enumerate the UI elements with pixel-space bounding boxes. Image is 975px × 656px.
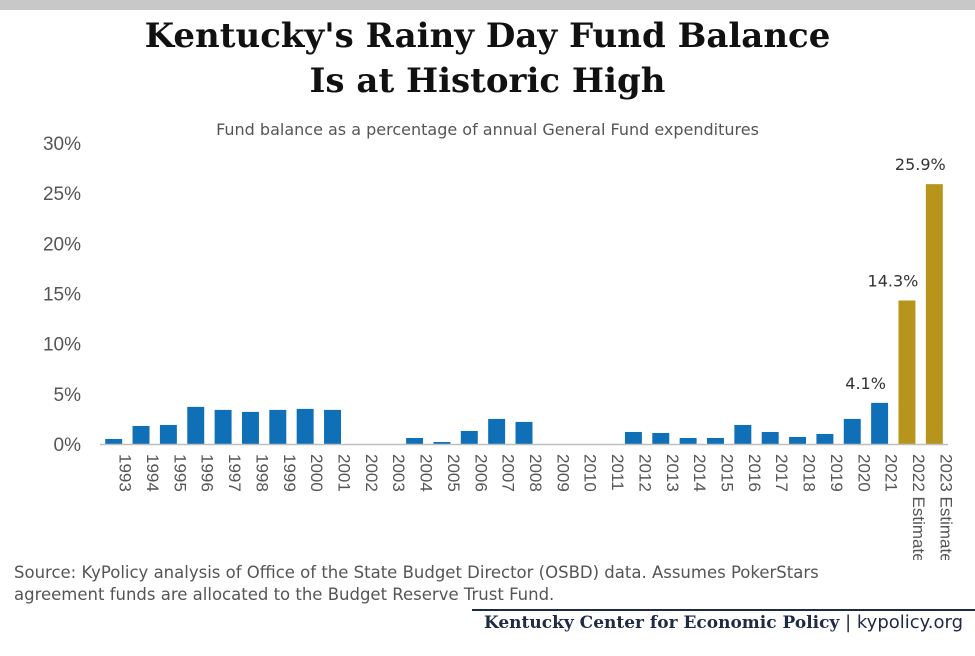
- bar-1998: [241, 411, 259, 444]
- y-tick-label: 20%: [43, 234, 81, 255]
- x-tick-label: 2001: [335, 454, 354, 492]
- x-tick-label: 2002: [362, 454, 381, 492]
- bar-1996: [187, 406, 205, 444]
- x-tick-label: 1993: [116, 454, 135, 492]
- x-tick-label: 2011: [608, 454, 627, 491]
- bar-1997: [214, 409, 232, 444]
- bar-1993: [105, 438, 123, 444]
- x-tick-label: 2010: [581, 454, 600, 492]
- bar-2023-estimate: [925, 184, 943, 445]
- bar-1999: [269, 409, 287, 444]
- x-tick-label: 2009: [553, 454, 572, 492]
- bar-2017: [761, 431, 779, 444]
- bar-1995: [159, 424, 177, 444]
- y-axis: 0% 5% 10% 15% 20% 25% 30%: [43, 134, 81, 456]
- x-tick-label: 1999: [280, 454, 299, 492]
- x-tick-label: 2012: [635, 454, 654, 492]
- x-tick-label: 2003: [389, 454, 408, 492]
- footer-site[interactable]: kypolicy.org: [856, 612, 963, 633]
- x-axis-labels: 1993 1994 1995 1996 1997 1998 1999 2000 2001 2002…: [116, 454, 956, 560]
- bar-2022-estimate: [898, 300, 916, 444]
- x-tick-label: 2004: [417, 454, 436, 492]
- x-tick-label: 1998: [252, 454, 271, 492]
- bar-2014: [679, 437, 697, 444]
- y-tick-label: 5%: [54, 385, 82, 406]
- x-tick-label: 2022 Estimate: [909, 454, 928, 560]
- bar-2005: [433, 441, 451, 444]
- bar-2004: [406, 437, 424, 444]
- x-tick-label: 2017: [772, 454, 791, 492]
- x-tick-label: 2015: [717, 454, 736, 492]
- bar-2001: [324, 409, 341, 444]
- data-label: 25.9%: [895, 155, 946, 174]
- bar-2006: [460, 430, 478, 444]
- data-label: 14.3%: [868, 272, 919, 291]
- y-tick-label: 10%: [43, 335, 81, 356]
- y-tick-label: 15%: [43, 285, 81, 306]
- x-tick-label: 2020: [854, 454, 873, 492]
- source-note: Source: KyPolicy analysis of Office of t…: [14, 563, 819, 604]
- x-tick-label: 2021: [882, 454, 901, 492]
- chart-title: Kentucky's Rainy Day Fund Balance Is at …: [0, 14, 975, 104]
- bar-2008: [515, 421, 533, 444]
- chart-subtitle: Fund balance as a percentage of annual G…: [216, 120, 759, 139]
- x-tick-label: 2016: [745, 454, 764, 492]
- top-bar: [0, 0, 975, 10]
- x-tick-label: 2005: [444, 454, 463, 492]
- bar-2013: [652, 432, 670, 444]
- bar-2016: [734, 424, 752, 444]
- x-tick-label: 2008: [526, 454, 545, 492]
- x-tick-label: 2014: [690, 454, 709, 492]
- y-tick-label: 25%: [43, 184, 81, 205]
- bar-2020: [843, 418, 861, 444]
- bar-2012: [624, 431, 642, 444]
- data-label: 4.1%: [845, 374, 886, 393]
- x-tick-label: 1994: [143, 454, 162, 492]
- x-tick-label: 2007: [499, 454, 518, 492]
- bar-2018: [789, 436, 807, 444]
- x-tick-label: 2000: [307, 454, 326, 492]
- bar-2019: [816, 433, 834, 444]
- footer-rule: [472, 609, 975, 611]
- x-tick-label: 1995: [170, 454, 189, 492]
- x-tick-label: 2006: [471, 454, 490, 492]
- title-line-2: Is at Historic High: [309, 61, 666, 101]
- footer-separator: |: [845, 612, 852, 633]
- y-tick-label: 0%: [54, 435, 82, 456]
- title-line-1: Kentucky's Rainy Day Fund Balance: [144, 16, 831, 56]
- bars: [105, 184, 943, 445]
- x-tick-label: 1997: [225, 454, 244, 492]
- footer-org: Kentucky Center for Economic Policy: [483, 613, 840, 633]
- x-tick-label: 2013: [663, 454, 682, 492]
- bar-1994: [132, 425, 150, 444]
- bar-2007: [488, 418, 506, 444]
- x-tick-label: 2018: [800, 454, 819, 492]
- bar-chart: 0% 5% 10% 15% 20% 25% 30% 1993 1994 1995 1996 1997…: [43, 134, 956, 560]
- footer: Kentucky Center for Economic Policy | ky…: [484, 612, 963, 633]
- bar-2015: [707, 437, 724, 444]
- data-labels: 4.1% 14.3% 25.9%: [845, 155, 945, 393]
- x-tick-label: 2023 Estimate: [936, 454, 955, 560]
- y-tick-label: 30%: [43, 134, 81, 155]
- bar-2021: [871, 402, 889, 444]
- x-tick-label: 2019: [827, 454, 846, 492]
- bar-2000: [296, 408, 314, 444]
- x-tick-label: 1996: [198, 454, 217, 492]
